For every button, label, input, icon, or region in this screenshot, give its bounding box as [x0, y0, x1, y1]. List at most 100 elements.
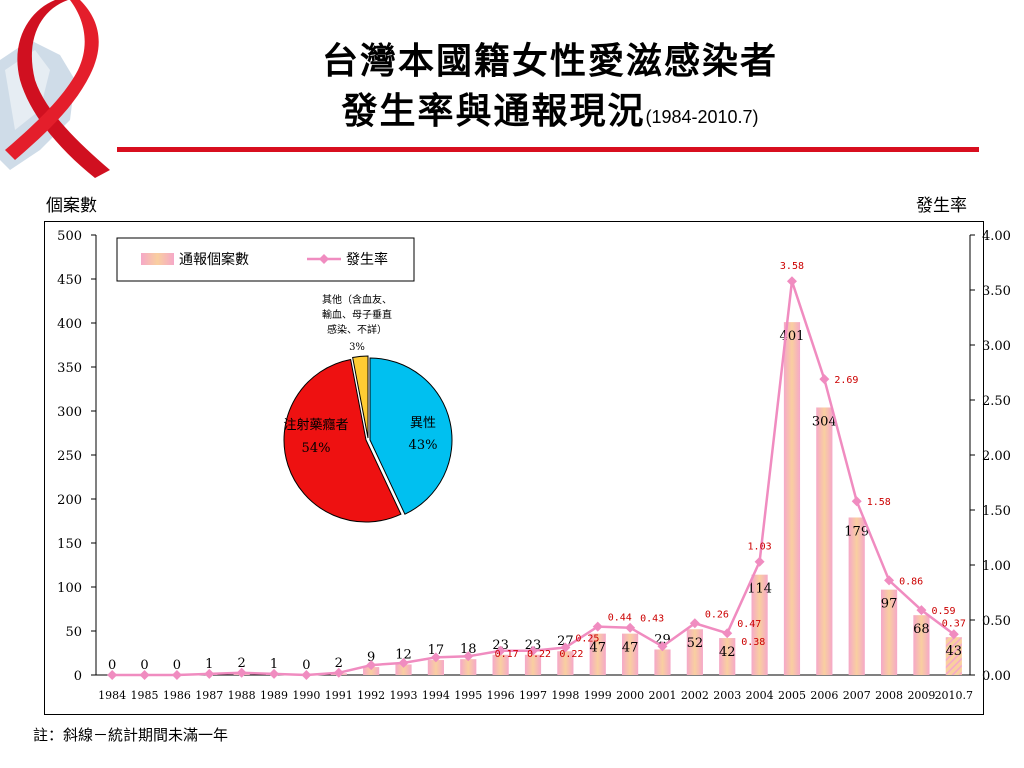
right-tick-label: 1.00	[982, 559, 1011, 574]
bar-value-label: 2	[238, 656, 246, 671]
rate-value-label: 0.44	[608, 613, 632, 624]
bar-value-label: 9	[367, 650, 375, 665]
pie-percent-other: 3%	[349, 342, 365, 353]
bar-value-label: 179	[844, 524, 869, 539]
rate-point	[625, 622, 636, 633]
pie-percent-idu: 54%	[302, 441, 331, 456]
rate-point	[528, 645, 538, 656]
bar	[395, 664, 412, 675]
rate-point	[139, 670, 150, 680]
pie-slice	[352, 355, 369, 439]
rate-point	[786, 276, 797, 287]
rate-point	[948, 629, 959, 640]
bar	[460, 659, 477, 675]
x-tick-label: 1996	[487, 689, 515, 702]
rate-value-label: 0.26	[705, 609, 729, 620]
left-tick-label: 200	[57, 493, 82, 508]
right-tick-label: 1.50	[982, 504, 1011, 519]
x-tick-label: 2000	[616, 689, 644, 702]
rate-value-label: 1.58	[867, 497, 891, 508]
x-tick-label: 1997	[519, 689, 547, 702]
rate-value-label: 0.25	[575, 634, 599, 645]
bar-value-label: 1	[205, 657, 213, 672]
bar	[492, 654, 509, 675]
bar	[880, 589, 898, 675]
rate-value-label: 0.59	[931, 606, 955, 617]
bar	[945, 637, 962, 675]
x-tick-label: 2009	[907, 689, 935, 702]
bar-value-label: 1	[270, 657, 278, 672]
rate-point	[592, 621, 603, 632]
rate-point	[495, 645, 506, 656]
right-tick-label: 4.00	[982, 229, 1011, 244]
x-tick-label: 2002	[681, 689, 709, 702]
x-tick-label: 1998	[551, 689, 579, 702]
bar	[557, 651, 574, 675]
bar-value-label: 17	[428, 643, 445, 658]
footnote: 註：斜線－統計期間未滿一年	[33, 726, 229, 744]
left-tick-label: 400	[57, 317, 82, 332]
rate-value-label: 1.03	[748, 542, 772, 553]
left-tick-label: 500	[57, 229, 82, 244]
rate-point	[722, 628, 733, 639]
bar	[913, 615, 930, 675]
left-axis-title: 個案數	[46, 196, 97, 216]
rate-point	[398, 657, 409, 668]
pie-slice	[283, 358, 402, 523]
rate-value-label: 0.43	[640, 614, 664, 625]
aids-ribbon-decoration	[0, 0, 125, 180]
rate-point	[463, 651, 474, 662]
chart-frame	[44, 221, 984, 715]
rate-point	[107, 670, 118, 680]
bar	[783, 322, 801, 675]
rate-point	[754, 556, 765, 567]
right-tick-label: 0.50	[982, 614, 1011, 629]
bar-value-label: 23	[492, 638, 509, 653]
bar	[622, 633, 639, 675]
bar-value-label: 0	[302, 658, 310, 673]
rate-value-label: 0.47	[737, 619, 761, 630]
x-tick-label: 1988	[228, 689, 256, 702]
bar-value-label: 43	[946, 644, 963, 659]
bar-value-label: 47	[589, 641, 606, 656]
title-divider	[117, 147, 979, 152]
rate-point	[916, 605, 927, 616]
rate-value-label: 3.58	[780, 261, 804, 272]
title-line-2-text: 發生率與通報現況	[341, 90, 646, 132]
x-tick-label: 1993	[390, 689, 418, 702]
bar-value-label: 97	[881, 597, 898, 612]
bar	[524, 654, 542, 675]
rate-value-label: 0.86	[899, 576, 923, 587]
x-tick-label: 1990	[292, 689, 320, 702]
x-tick-label: 2007	[843, 689, 871, 702]
bar	[816, 407, 833, 675]
bar	[686, 629, 703, 675]
left-tick-label: 300	[57, 405, 82, 420]
title-date-range: (1984-2010.7)	[645, 107, 759, 127]
x-tick-label: 2003	[713, 689, 741, 702]
left-tick-label: 150	[57, 537, 82, 552]
rate-point	[430, 652, 441, 663]
bar-value-label: 52	[687, 636, 704, 651]
rate-point	[236, 667, 247, 678]
bar-value-label: 0	[173, 658, 181, 673]
left-tick-label: 50	[65, 625, 82, 640]
rate-point	[657, 641, 668, 652]
pie-label-heterosexual: 異性	[410, 416, 436, 431]
right-tick-label: 3.00	[982, 339, 1011, 354]
rate-point	[560, 642, 571, 653]
left-tick-label: 0	[74, 669, 82, 684]
left-tick-label: 450	[57, 273, 82, 288]
bar	[848, 517, 865, 675]
bar	[751, 574, 768, 675]
rate-point	[204, 668, 215, 679]
rate-value-label: 0.22	[527, 649, 551, 660]
rate-point	[269, 668, 280, 679]
x-tick-label: 2010.7	[935, 689, 974, 702]
x-tick-label: 2008	[875, 689, 903, 702]
bar-value-label: 0	[140, 658, 148, 673]
bar-value-label: 18	[460, 642, 477, 657]
pie-slice	[369, 357, 453, 515]
x-tick-label: 1994	[422, 689, 450, 702]
